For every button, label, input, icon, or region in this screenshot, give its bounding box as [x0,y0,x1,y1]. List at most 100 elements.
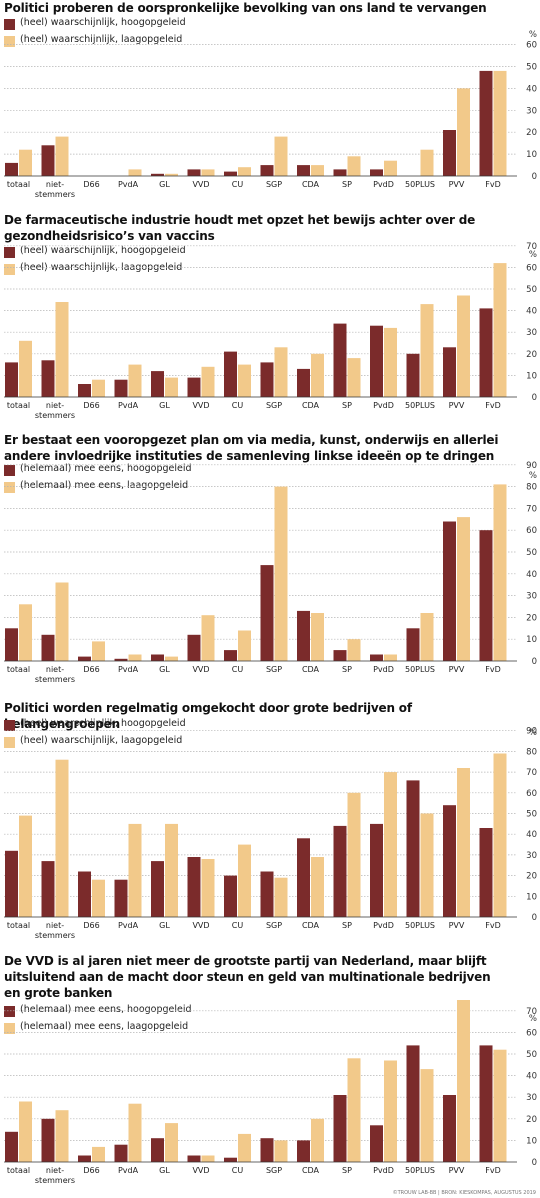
x-tick-label: FvD [485,401,501,410]
bar-laagopgeleid [92,641,105,661]
bar-hoogopgeleid [479,530,493,661]
bar-hoogopgeleid [224,875,237,917]
x-tick-label: SGP [266,1166,282,1175]
bar-hoogopgeleid [406,628,420,661]
bar-laagopgeleid [274,486,288,661]
bar-laagopgeleid [457,88,470,176]
y-tick-label: 0 [532,172,537,182]
bar-laagopgeleid [493,70,507,176]
x-tick-label: totaal [7,180,30,189]
y-tick-label: 20 [526,128,537,138]
x-tick-label: 50PLUS [405,1166,435,1175]
x-tick-label: 50PLUS [405,665,435,674]
x-tick-label: stemmers [35,931,75,940]
bar-laagopgeleid [128,654,142,661]
x-tick-label: 50PLUS [405,921,435,930]
bar-hoogopgeleid [370,654,383,661]
bar-hoogopgeleid [260,165,274,176]
legend-label-hoog: (heel) waarschijnlijk, hoogopgeleid [20,17,186,28]
bar-laagopgeleid [128,823,142,917]
bar-laagopgeleid [201,169,215,176]
bar-hoogopgeleid [479,70,493,176]
x-tick-label: VVD [192,401,209,410]
bar-laagopgeleid [55,302,69,397]
bar-hoogopgeleid [41,861,55,917]
bar-hoogopgeleid [41,634,55,661]
chart-title: Politici proberen de oorspronkelijke bev… [4,1,487,15]
bar-chart-2: 0 10 20 30 40 50 60 70% totaal niet-stemmers D66 Pv… [4,242,537,420]
y-tick-label: 50 [526,285,537,295]
bar-hoogopgeleid [479,1045,493,1162]
y-tick-label: 70 [526,504,537,514]
bar-chart-1: 0 10 20 30 40 50 60% totaal niet-stemmers D66 PvdA… [4,30,537,199]
bar-laagopgeleid [420,613,434,661]
bar-laagopgeleid [19,340,32,397]
y-tick-label: 20 [526,872,537,882]
x-tick-label: CDA [302,180,320,189]
bar-laagopgeleid [347,156,361,176]
y-tick-label: 50 [526,810,537,820]
x-tick-label: SGP [266,665,282,674]
bar-laagopgeleid [347,639,361,661]
bar-laagopgeleid [347,1058,361,1162]
bar-hoogopgeleid [151,173,164,176]
bar-laagopgeleid [201,859,215,917]
y-tick-label: 60 [526,41,537,51]
bar-hoogopgeleid [297,610,310,661]
bar-laagopgeleid [311,1118,324,1162]
bar-chart-5: 0 10 20 30 40 50 60 70% totaal niet-stemmers D66 Pv… [4,1000,537,1185]
bar-laagopgeleid [92,379,105,397]
legend-label-laag: (heel) waarschijnlijk, laagopgeleid [20,735,183,746]
legend-swatch-hoog [4,247,15,258]
bar-laagopgeleid [493,1049,507,1162]
x-tick-label: FvD [485,180,501,189]
chart-panel-2: De farmaceutische industrie houdt met op… [0,212,540,422]
x-tick-label: PvdD [373,665,394,674]
bar-hoogopgeleid [260,871,274,917]
bar-laagopgeleid [311,613,324,661]
y-tick-label: 10 [526,371,537,381]
bar-hoogopgeleid [5,628,18,661]
bar-hoogopgeleid [333,650,347,661]
y-tick-label: 30 [526,592,537,602]
x-tick-label: FvD [485,1166,501,1175]
chart-title: De VVD is al jaren niet meer de grootste… [4,954,491,1000]
y-tick-label: 0 [532,657,537,667]
bar-laagopgeleid [274,877,288,917]
bar-laagopgeleid [493,484,507,661]
x-tick-label: totaal [7,1166,30,1175]
x-tick-label: CDA [302,665,320,674]
x-tick-label: D66 [83,401,99,410]
bar-laagopgeleid [19,604,32,661]
x-tick-label: SP [342,665,352,674]
bar-hoogopgeleid [260,1138,274,1162]
x-tick-label: PvdD [373,401,394,410]
x-tick-label: niet- [46,665,64,674]
bar-hoogopgeleid [5,850,18,917]
bar-hoogopgeleid [406,353,420,397]
y-unit-label: % [529,471,537,481]
bar-laagopgeleid [92,1146,105,1162]
bar-hoogopgeleid [224,171,237,176]
x-tick-label: GL [159,665,170,674]
bar-hoogopgeleid [370,1125,383,1162]
x-tick-label: VVD [192,665,209,674]
x-tick-label: totaal [7,665,30,674]
legend-label-laag: (helemaal) mee eens, laagopgeleid [20,480,189,491]
x-tick-label: PvdA [118,665,139,674]
bar-hoogopgeleid [406,780,420,917]
x-tick-label: CU [232,665,244,674]
bar-chart-4: 0 10 20 30 40 50 60 70 80 90% totaal niet-stemmers D… [4,727,537,940]
bar-hoogopgeleid [479,828,493,917]
bar-hoogopgeleid [260,362,274,397]
y-tick-label: 80 [526,747,537,757]
y-tick-label: 40 [526,570,537,580]
legend-label-hoog: (helemaal) mee eens, hoogopgeleid [20,463,192,474]
y-tick-label: 60 [526,789,537,799]
legend-swatch-laag [4,1023,15,1034]
bar-hoogopgeleid [78,1155,91,1162]
x-tick-label: VVD [192,921,209,930]
legend-label-hoog: (heel) waarschijnlijk, hoogopgeleid [20,718,186,729]
bar-laagopgeleid [165,173,178,176]
bar-laagopgeleid [55,759,69,917]
